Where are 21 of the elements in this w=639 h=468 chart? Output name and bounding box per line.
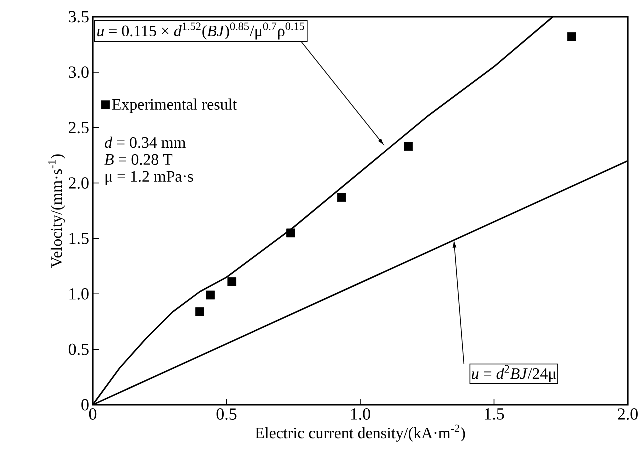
y-tick-label: 3.0 [69, 66, 89, 78]
x-tick-label: 0.5 [216, 408, 237, 420]
y-tick-label: 3.5 [69, 11, 89, 23]
x-tick-label: 1.5 [485, 408, 504, 420]
y-tick-label: 2.0 [69, 178, 89, 190]
annotation: B = 0.28 T [104, 154, 173, 166]
annotation: u = d$^{2}$BJ/24μ [472, 365, 556, 382]
legend-label: Experimental result [112, 98, 238, 114]
y-tick-label: 1.5 [70, 232, 89, 244]
text: u = 0.115 × d$^{1.52}$(BJ)$^{0.85}$/μ$^{0.7}$ρ$^{0.15}$ [98, 22, 304, 40]
y-tick-label: 0.5 [68, 344, 89, 356]
y-tick-label: 1.0 [70, 288, 89, 300]
x-tick-label: 1.0 [351, 408, 370, 420]
y-tick-label: 2.5 [69, 122, 89, 134]
x-axis-title: Electric current density/(kA·m$^{-2}$) [256, 424, 466, 442]
annotation: d = 0.34 mm [105, 136, 186, 148]
x-tick-label: 0 [89, 408, 97, 420]
annotation: μ = 1.2 mPa·s [106, 171, 194, 186]
x-tick-label: 2.0 [618, 408, 638, 420]
y-tick-label: 0 [82, 399, 89, 411]
y-axis-title: Velocity/(mm·s$^{-1}$) [48, 154, 66, 268]
